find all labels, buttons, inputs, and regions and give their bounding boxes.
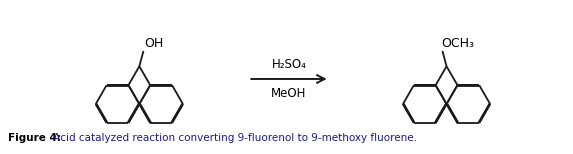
Text: MeOH: MeOH [271,87,307,100]
Text: OH: OH [144,37,164,50]
Text: Acid catalyzed reaction converting 9-fluorenol to 9-methoxy fluorene.: Acid catalyzed reaction converting 9-flu… [50,133,417,143]
Text: OCH₃: OCH₃ [441,37,474,50]
Text: Figure 4:: Figure 4: [7,133,61,143]
Text: H₂SO₄: H₂SO₄ [272,58,307,71]
